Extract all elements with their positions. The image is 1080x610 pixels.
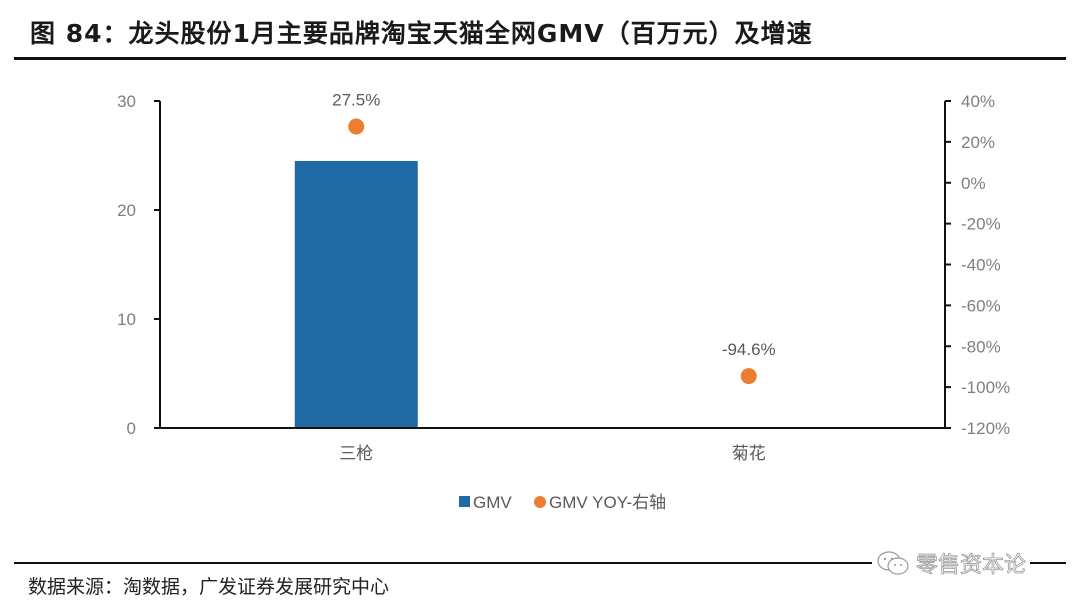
bar-series-gmv bbox=[294, 160, 418, 428]
right-tick-label: 0% bbox=[961, 174, 986, 193]
right-tick-label: -40% bbox=[961, 256, 1001, 275]
left-tick-label: 20 bbox=[117, 201, 136, 220]
title-divider bbox=[14, 57, 1066, 60]
yoy-point-0 bbox=[348, 118, 365, 135]
yoy-data-label: 27.5% bbox=[332, 91, 380, 110]
bar-0 bbox=[294, 160, 418, 428]
x-axis: 三枪 菊花 bbox=[154, 427, 945, 463]
svg-text:GMV YOY-右轴: GMV YOY-右轴 bbox=[549, 493, 666, 512]
figure-title: 图 84：龙头股份1月主要品牌淘宝天猫全网GMV（百万元）及增速 bbox=[30, 19, 813, 48]
chart: 27.5% -94.6% 0 10 20 30 40% 20% 0% -20% -40% -60%… bbox=[117, 91, 1010, 512]
right-tick-label: -80% bbox=[961, 337, 1001, 356]
right-tick-label: -60% bbox=[961, 296, 1001, 315]
right-tick-label: 20% bbox=[961, 133, 995, 152]
left-tick-label: 10 bbox=[117, 310, 136, 329]
right-y-axis: 40% 20% 0% -20% -40% -60% -80% -100% -120% bbox=[944, 92, 1010, 438]
watermark-text: 零售资本论 bbox=[916, 553, 1027, 579]
source-divider bbox=[14, 562, 1066, 564]
yoy-point-1 bbox=[740, 368, 757, 385]
scatter-series-gmv-yoy: 27.5% -94.6% bbox=[332, 91, 776, 385]
right-tick-label: -100% bbox=[961, 378, 1010, 397]
wechat-icon bbox=[877, 551, 909, 575]
right-tick-label: -120% bbox=[961, 419, 1010, 438]
source-note: 数据来源：淘数据，广发证券发展研究中心 bbox=[28, 576, 390, 598]
watermark: 零售资本论 bbox=[872, 547, 1031, 579]
left-y-axis: 0 10 20 30 bbox=[117, 92, 161, 438]
category-label: 三枪 bbox=[339, 444, 373, 463]
yoy-data-label: -94.6% bbox=[722, 340, 776, 359]
right-tick-label: -20% bbox=[961, 215, 1001, 234]
svg-text:GMV: GMV bbox=[473, 493, 512, 512]
legend: GMV GMV YOY-右轴 bbox=[459, 493, 666, 512]
right-tick-label: 40% bbox=[961, 92, 995, 111]
left-tick-label: 30 bbox=[117, 92, 136, 111]
category-label: 菊花 bbox=[732, 444, 766, 463]
left-tick-label: 0 bbox=[127, 419, 136, 438]
